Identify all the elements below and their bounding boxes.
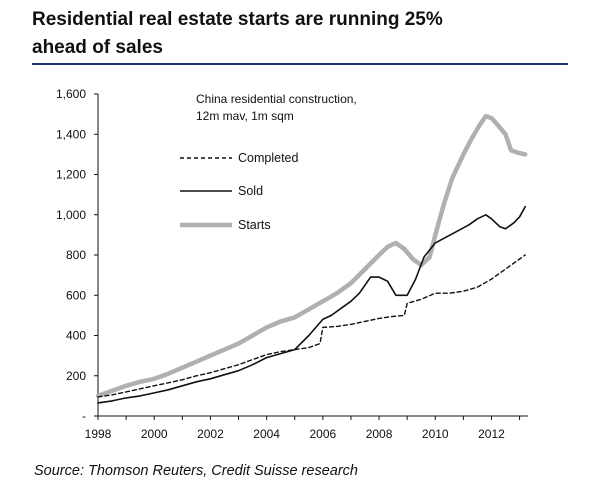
chart-annotation-line-2: 12m mav, 1m sqm (196, 109, 294, 123)
legend-label-starts: Starts (238, 218, 271, 232)
y-tick-label: 1,000 (56, 208, 86, 222)
y-tick-label: 1,600 (56, 87, 86, 101)
y-tick-label: 400 (66, 329, 86, 343)
chart-annotation-line-1: China residential construction, (196, 92, 357, 106)
source-note: Source: Thomson Reuters, Credit Suisse r… (34, 463, 358, 479)
y-tick-label: - (82, 409, 86, 423)
series-line-sold (97, 205, 527, 404)
x-tick-group: 1998 2000 2002 2004 2006 2008 2010 2012 (85, 416, 521, 441)
chart-title: Residential real estate starts are runni… (32, 6, 592, 62)
x-tick-label: 2010 (422, 427, 449, 441)
x-tick-label: 2000 (141, 427, 168, 441)
x-tick-label: 2006 (309, 427, 336, 441)
y-tick-group: - 200 400 600 800 1,000 1,200 1,400 1,600 (56, 87, 98, 423)
y-tick-label: 200 (66, 369, 86, 383)
series-line-starts (95, 113, 528, 399)
x-tick-label: 1998 (85, 427, 112, 441)
legend: Completed Sold Starts (180, 151, 298, 232)
title-line-1: Residential real estate starts are runni… (32, 9, 443, 30)
y-tick-label: 1,200 (56, 168, 86, 182)
y-tick-label: 600 (66, 288, 86, 302)
x-tick-label: 2008 (366, 427, 393, 441)
legend-label-sold: Sold (238, 184, 263, 198)
legend-label-completed: Completed (238, 151, 298, 165)
y-tick-label: 1,400 (56, 127, 86, 141)
series-layer (95, 113, 528, 404)
title-line-2: ahead of sales (32, 37, 163, 58)
x-tick-label: 2002 (197, 427, 224, 441)
title-divider (32, 63, 568, 65)
x-tick-label: 2012 (478, 427, 505, 441)
y-tick-label: 800 (66, 248, 86, 262)
x-tick-label: 2004 (253, 427, 280, 441)
axes (97, 94, 528, 417)
series-line-completed (97, 254, 526, 398)
